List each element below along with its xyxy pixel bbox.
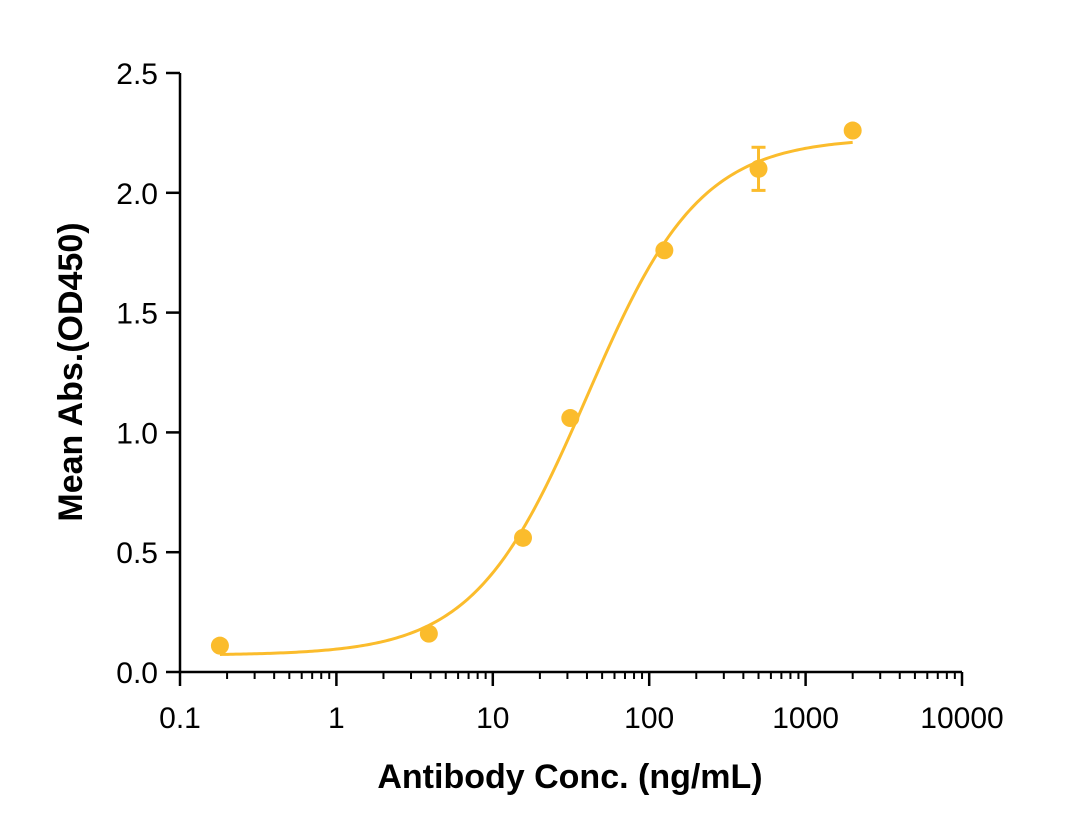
y-axis-ticks: 0.0 0.5 1.0 1.5 2.0 2.5 <box>116 58 180 690</box>
data-point <box>210 636 229 655</box>
y-tick-label: 2.5 <box>116 58 158 91</box>
x-tick-label: 1000 <box>772 702 839 735</box>
x-axis-title: Antibody Conc. (ng/mL) <box>377 758 762 796</box>
data-point <box>514 528 533 547</box>
x-tick-label: 10000 <box>920 702 1003 735</box>
x-tick-label: 0.1 <box>159 702 201 735</box>
y-tick-label: 2.0 <box>116 178 158 211</box>
data-point <box>749 159 768 178</box>
y-axis-title: Mean Abs.(OD450) <box>52 222 90 521</box>
x-tick-label: 10 <box>476 702 509 735</box>
fit-curve <box>219 140 853 656</box>
fit-curve-layer <box>219 140 853 656</box>
y-tick-label: 0.0 <box>116 657 158 690</box>
data-point <box>561 409 580 428</box>
x-axis-ticks: 0.1 1 10 100 1000 10000 <box>159 672 1004 735</box>
data-point <box>655 241 674 260</box>
data-points-layer <box>210 121 862 655</box>
y-tick-label: 1.5 <box>116 298 158 331</box>
y-tick-label: 0.5 <box>116 537 158 570</box>
x-tick-label: 100 <box>624 702 674 735</box>
data-point <box>419 624 438 643</box>
y-tick-label: 1.0 <box>116 417 158 450</box>
x-tick-label: 1 <box>328 702 345 735</box>
data-point <box>843 121 862 140</box>
axes <box>178 73 962 674</box>
